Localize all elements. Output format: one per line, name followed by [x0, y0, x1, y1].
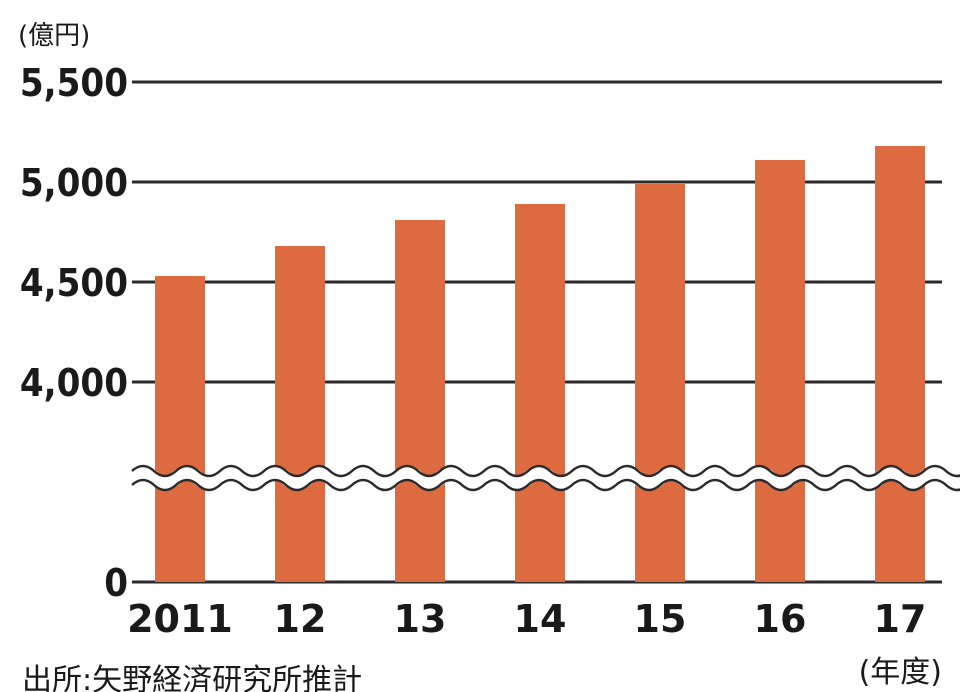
bar: [875, 146, 925, 582]
y-tick-label: 5,500: [20, 61, 128, 105]
y-axis-ticks: 5,500 5,000 4,500 4,000 0: [20, 61, 128, 605]
x-axis-unit-label: (年度): [859, 655, 942, 690]
axis-break-line: [131, 464, 960, 478]
x-tick-label: 17: [874, 597, 927, 641]
axis-break-band: [127, 466, 960, 490]
x-tick-label: 13: [394, 597, 447, 641]
bar: [755, 160, 805, 582]
bars: [155, 146, 925, 582]
x-tick-label: 15: [634, 597, 687, 641]
y-tick-label: 4,000: [20, 361, 128, 405]
bar: [515, 204, 565, 582]
x-axis-categories: 2011 12 13 14 15 16 17: [127, 597, 926, 641]
x-tick-label: 14: [514, 597, 567, 641]
y-tick-label: 0: [104, 561, 128, 605]
x-tick-label: 2011: [127, 597, 233, 641]
axis-break-line: [131, 478, 960, 492]
x-tick-label: 12: [274, 597, 327, 641]
axis-break-wave: [127, 464, 960, 492]
y-tick-label: 4,500: [20, 261, 128, 305]
bar: [395, 220, 445, 582]
bar: [635, 184, 685, 582]
bar: [155, 276, 205, 582]
y-axis-unit-label: (億円): [18, 21, 90, 51]
x-tick-label: 16: [754, 597, 807, 641]
y-tick-label: 5,000: [20, 161, 128, 205]
source-note: 出所:矢野経済研究所推計: [22, 663, 362, 692]
bar: [275, 246, 325, 582]
